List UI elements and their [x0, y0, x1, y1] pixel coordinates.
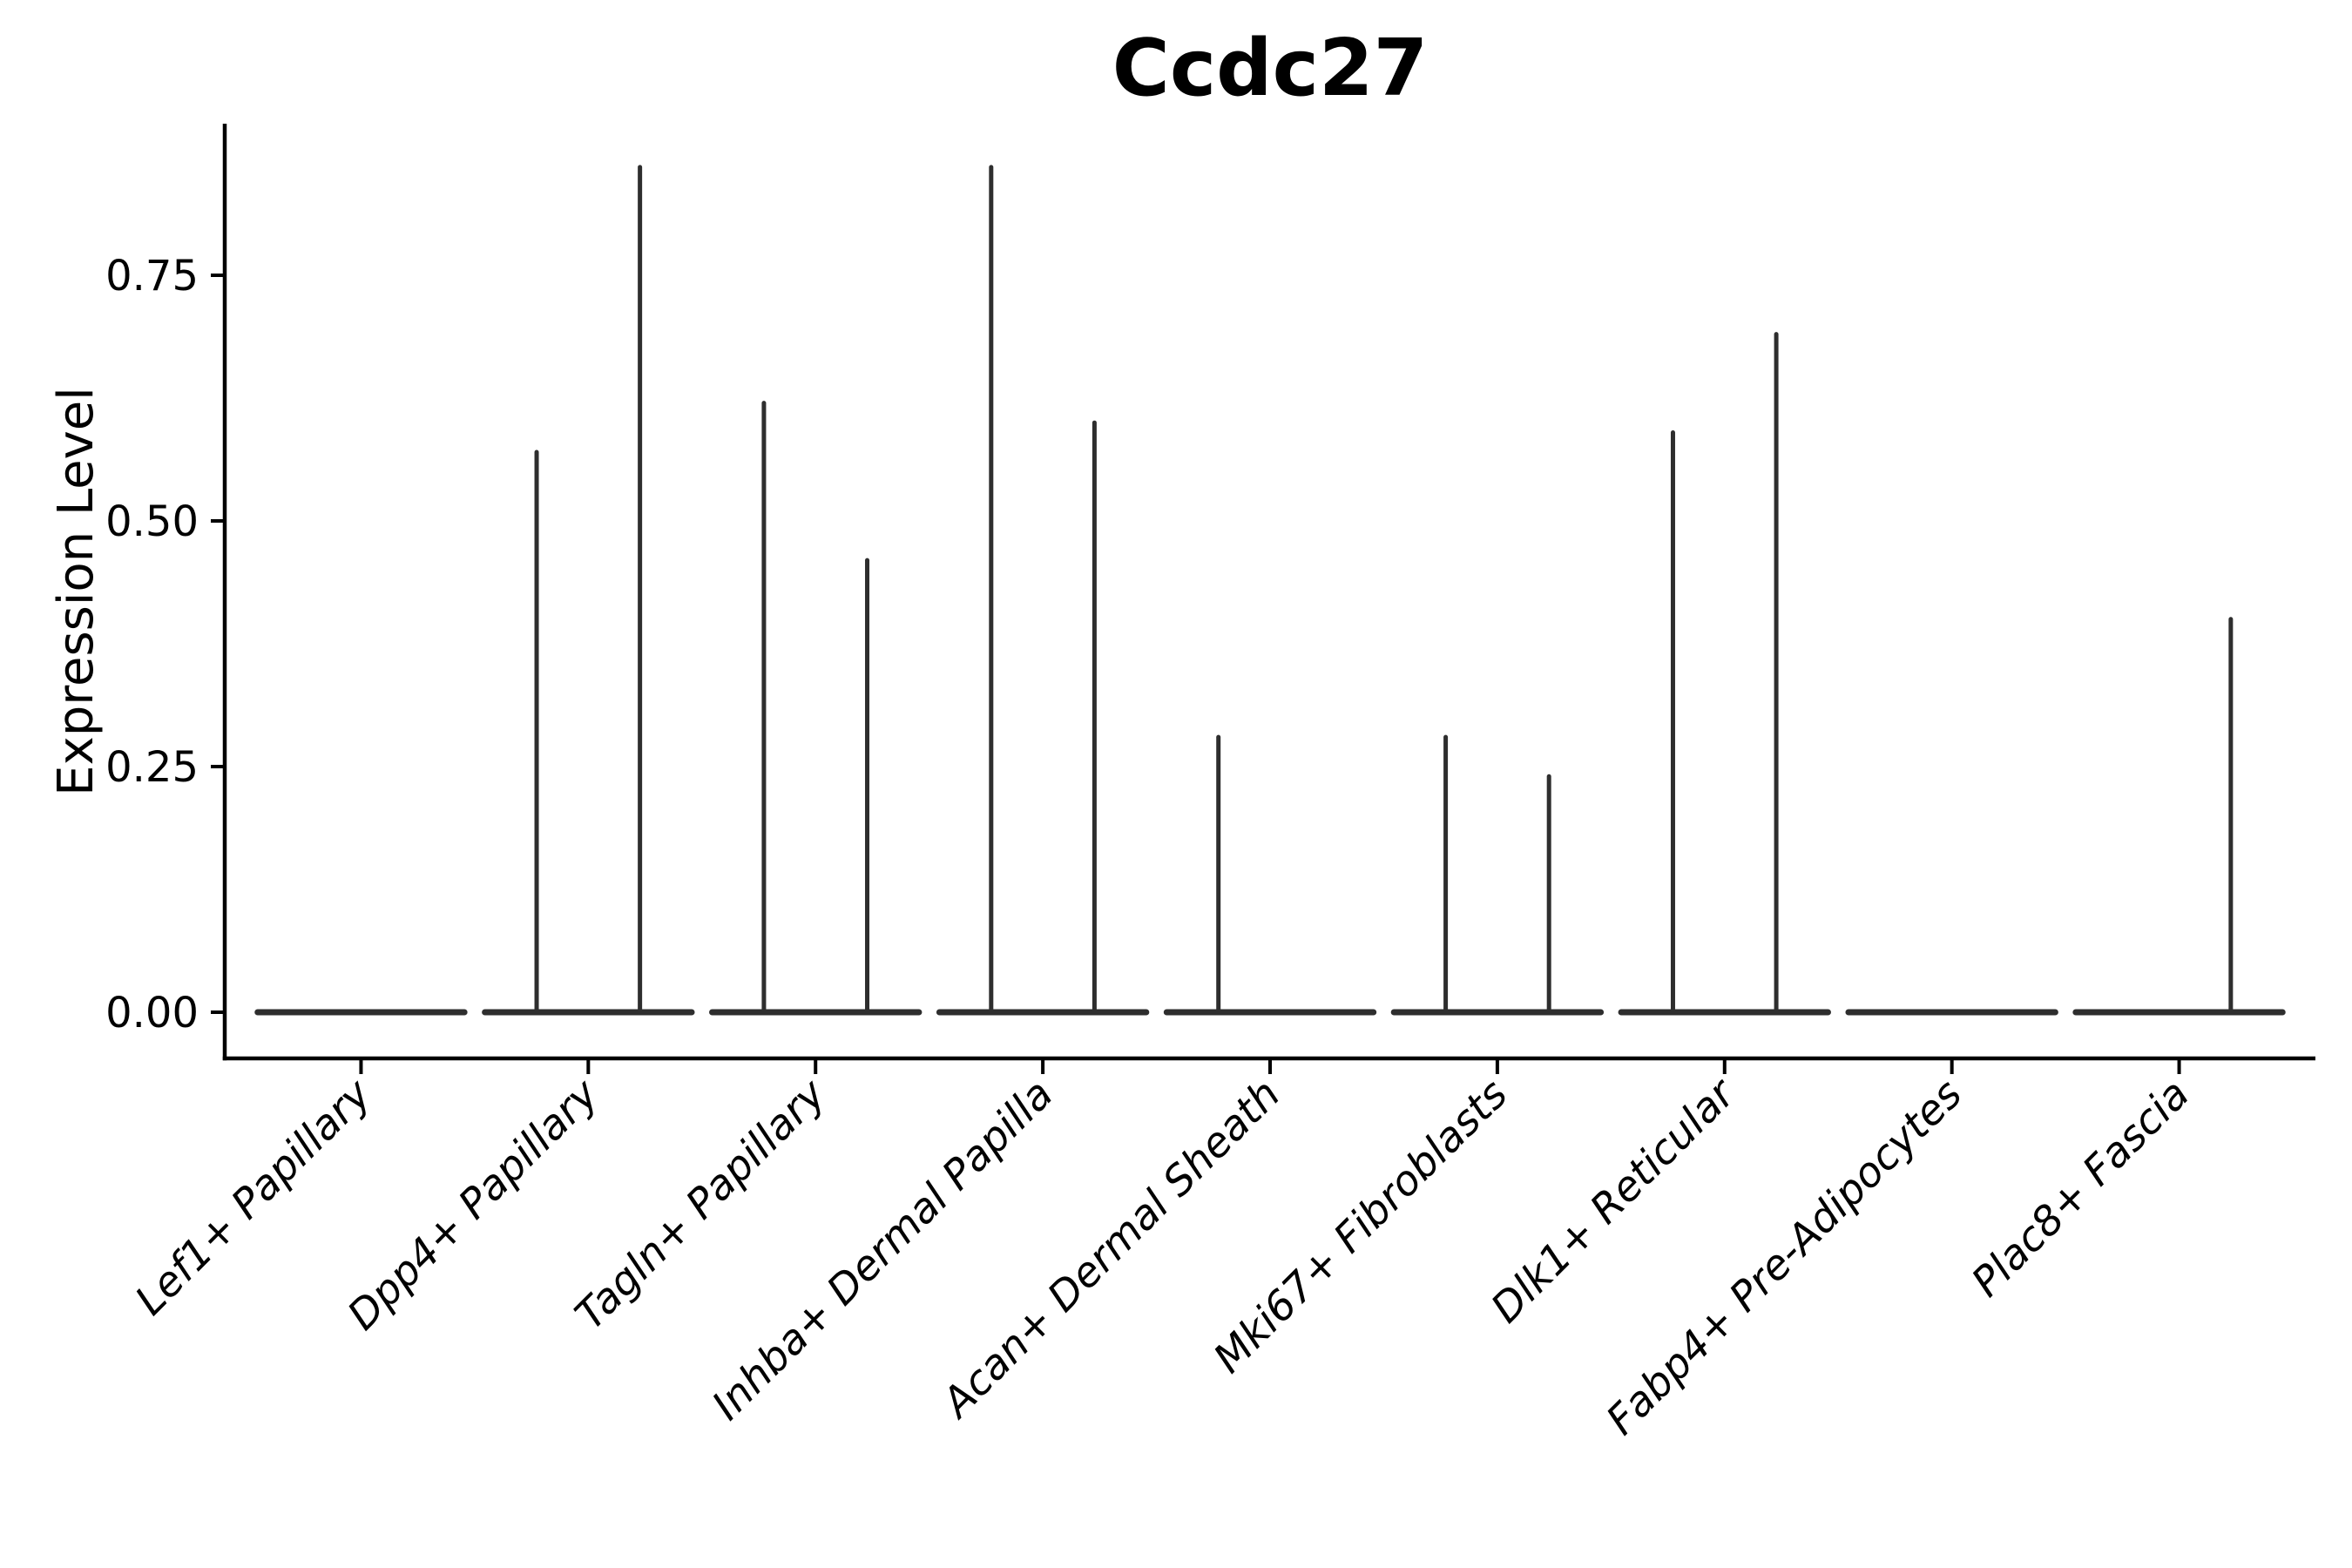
x-tick-label: Lef1+ Papillary: [126, 1070, 382, 1325]
y-tick-label: 0.25: [105, 743, 199, 792]
x-tick-label: Dpp4+ Papillary: [339, 1070, 609, 1340]
y-tick-label: 0.50: [105, 497, 199, 546]
y-tick-label: 0.75: [105, 252, 199, 301]
x-tick-label: Plac8+ Fascia: [1963, 1071, 2199, 1307]
x-tick-label: Dlk1+ Reticular: [1482, 1069, 1746, 1333]
y-tick-label: 0.00: [105, 989, 199, 1037]
x-tick-label: Tagln+ Papillary: [566, 1070, 836, 1340]
chart-title: Ccdc27: [1112, 23, 1429, 114]
